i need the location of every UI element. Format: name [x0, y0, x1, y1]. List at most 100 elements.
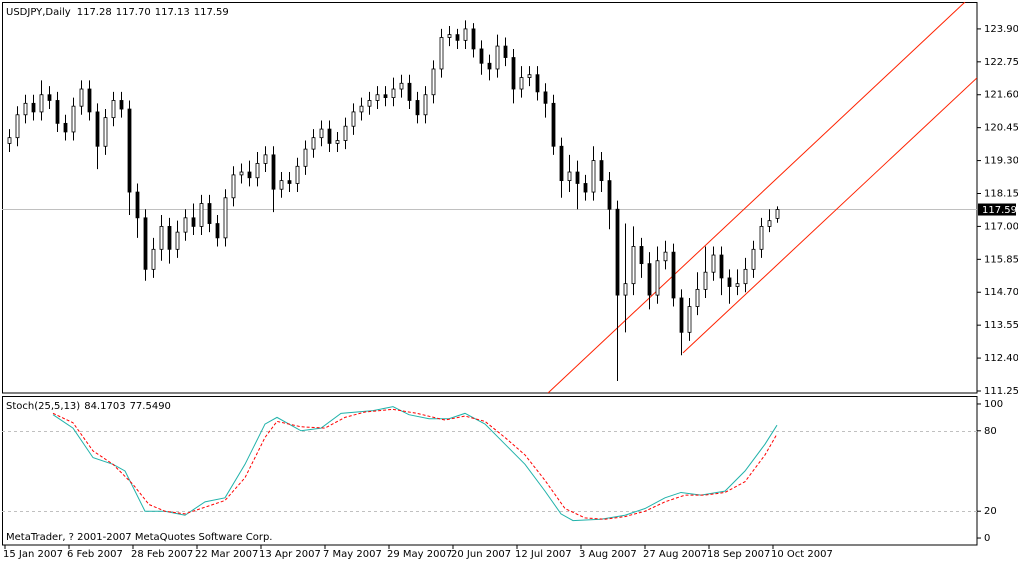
candle-body: [479, 48, 484, 64]
y-tick-label: 112.40: [984, 353, 1018, 364]
candle-body: [727, 277, 732, 287]
candle-body: [599, 160, 604, 182]
candle-body: [703, 271, 708, 290]
candle-body: [151, 248, 156, 270]
candle-body: [111, 100, 116, 119]
candle-body: [407, 82, 412, 101]
y-tick-label: 119.30: [984, 156, 1018, 167]
candle-body: [511, 57, 516, 90]
candle-body: [207, 203, 212, 224]
stoch-line: [52, 408, 778, 520]
candle-body: [631, 246, 636, 285]
candle-body: [63, 122, 68, 133]
x-tick-label: 15 Jan 2007: [3, 549, 63, 560]
stoch-header: Stoch(25,5,13) 84.1703 77.5490: [6, 401, 171, 412]
stoch-panel: [2, 396, 978, 546]
stoch-plot: [2, 406, 977, 522]
close-value: 117.59: [194, 7, 229, 18]
candle-body: [535, 74, 540, 93]
x-tick-label: 13 Apr 2007: [259, 549, 321, 560]
candle-body: [615, 208, 620, 296]
price-label-box: [978, 203, 1016, 216]
candle-body: [527, 74, 532, 78]
candle-body: [303, 148, 308, 167]
stoch-signal-value: 77.5490: [130, 401, 171, 412]
y-tick-label: 100: [984, 399, 1003, 410]
candle-body: [583, 183, 588, 193]
candle-body: [719, 254, 724, 279]
main-panel: [2, 2, 978, 394]
candle-body: [391, 88, 396, 99]
candle-body: [375, 94, 380, 101]
y-tick-label: 118.15: [984, 188, 1018, 199]
candle-body: [183, 217, 188, 233]
stoch-title: Stoch(25,5,13): [6, 401, 80, 412]
candle-body: [279, 180, 284, 190]
candle-body: [247, 171, 252, 179]
candle-body: [687, 306, 692, 333]
candle-body: [639, 246, 644, 265]
candle-body: [439, 37, 444, 70]
x-tick-label: 3 Aug 2007: [579, 549, 637, 560]
low-value: 117.13: [155, 7, 190, 18]
candle-body: [55, 100, 60, 124]
candle-body: [311, 137, 316, 150]
candle-body: [295, 165, 300, 184]
candle-body: [559, 145, 564, 182]
trendline: [682, 77, 977, 354]
main-plot: [2, 2, 977, 393]
main-header: USDJPY,Daily 117.28 117.70 117.13 117.59: [6, 7, 229, 18]
candle-body: [39, 94, 44, 113]
candle-body: [351, 111, 356, 127]
candle-body: [495, 45, 500, 70]
y-tick-label: 111.25: [984, 386, 1018, 397]
candle-body: [655, 260, 660, 296]
candle-body: [31, 102, 36, 113]
symbol-title: USDJPY,Daily: [6, 7, 71, 18]
candle-body: [79, 88, 84, 107]
candle-body: [759, 226, 764, 250]
x-tick-label: 18 Sep 2007: [707, 549, 770, 560]
candle-body: [359, 105, 364, 113]
y-tick-label: 114.70: [984, 287, 1018, 298]
candle-body: [167, 226, 172, 250]
candle-body: [239, 171, 244, 176]
candle-body: [271, 154, 276, 190]
candle-body: [135, 191, 140, 219]
candle-body: [463, 28, 468, 41]
candle-body: [663, 251, 668, 262]
candle-body: [119, 100, 124, 110]
candle-body: [327, 128, 332, 144]
y-tick-label: 80: [984, 426, 997, 437]
candle-body: [143, 217, 148, 270]
x-tick-label: 29 May 2007: [387, 549, 452, 560]
candle-body: [431, 68, 436, 96]
candle-body: [519, 77, 524, 90]
candle-body: [319, 128, 324, 139]
candle-body: [367, 100, 372, 107]
candle-body: [679, 297, 684, 333]
candle-body: [255, 163, 260, 179]
candle-body: [551, 102, 556, 147]
candle-body: [455, 34, 460, 41]
stoch-main-value: 84.1703: [84, 401, 125, 412]
candle-body: [343, 125, 348, 141]
x-tick-label: 10 Oct 2007: [771, 549, 833, 560]
y-tick-label: 20: [984, 506, 997, 517]
candle-body: [103, 117, 108, 147]
x-tick-label: 22 Mar 2007: [195, 549, 258, 560]
candle-body: [607, 180, 612, 210]
candle-body: [751, 248, 756, 270]
candle-body: [127, 108, 132, 193]
axes: 123.90 122.75 121.60 120.45 119.30 118.15 117.…: [3, 24, 1018, 560]
candle-body: [487, 62, 492, 70]
y-tick-label: 120.45: [984, 123, 1018, 134]
candle-body: [743, 268, 748, 285]
candle-body: [735, 283, 740, 287]
candle-body: [671, 251, 676, 299]
candle-body: [223, 197, 228, 239]
candle-body: [7, 137, 12, 144]
x-tick-label: 27 Aug 2007: [643, 549, 707, 560]
x-tick-label: 12 Jul 2007: [515, 549, 572, 560]
candle-body: [287, 180, 292, 184]
